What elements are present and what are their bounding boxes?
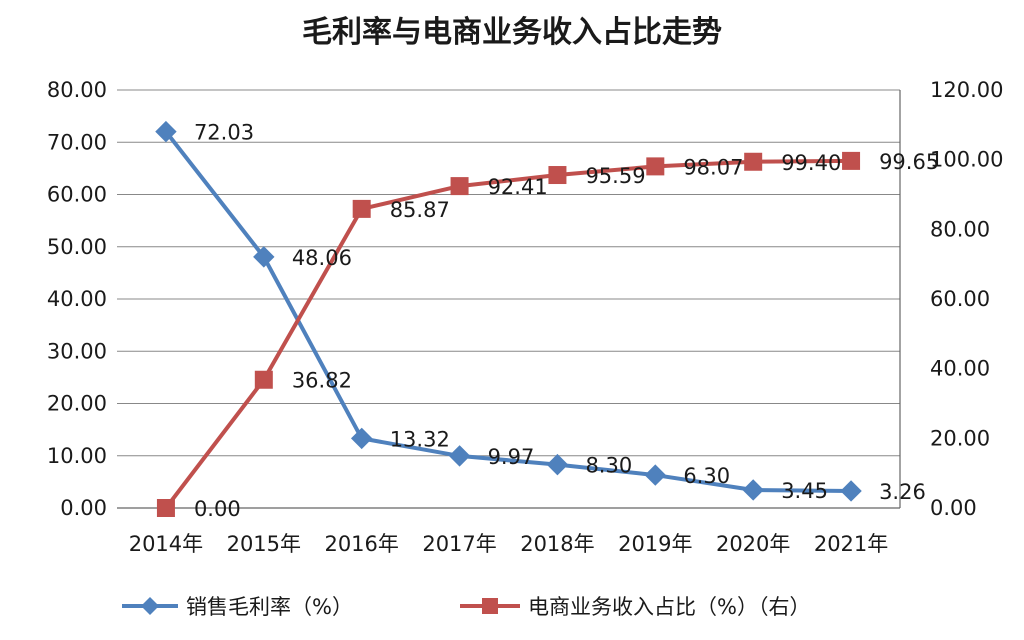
y-right-tick-label: 80.00 [930,217,990,241]
data-point-square [156,499,175,517]
data-label: 99.65 [879,150,939,174]
x-tick-label: 2019年 [618,532,692,556]
data-label: 3.45 [781,479,828,503]
data-label: 3.26 [879,480,926,504]
data-label: 72.03 [194,121,254,145]
chart-title: 毛利率与电商业务收入占比走势 [302,15,722,50]
data-point-diamond [546,453,569,476]
x-tick-label: 2015年 [227,532,301,556]
y-right-tick-label: 60.00 [930,287,990,311]
data-point-diamond [644,464,667,486]
series-line-1 [164,158,852,510]
data-point-square [352,199,371,218]
x-tick-label: 2016年 [324,532,398,556]
axes: 0.00 10.00 20.00 30.00 40.00 50.00 60.00 70.00 8… [47,78,1004,556]
data-point-diamond [350,427,373,450]
data-point-square [254,370,273,389]
data-label: 8.30 [585,454,632,478]
y-right-tick-label: 0.00 [930,496,977,520]
data-label: 98.07 [683,155,743,179]
y-left-tick-label: 60.00 [47,183,107,207]
y-right-tick-label: 40.00 [930,357,990,381]
data-point-square [450,177,469,196]
y-left-tick-label: 30.00 [47,339,107,363]
y-right-tick-label: 100.00 [930,148,1003,172]
x-tick-label: 2017年 [422,532,496,556]
data-labels: 72.03 48.06 13.32 9.97 8.30 6.30 3.45 3.26 0.00 3… [194,121,939,521]
data-label: 99.40 [781,151,841,175]
data-point-diamond [448,445,471,467]
data-label: 48.06 [292,246,352,270]
y-left-tick-label: 40.00 [47,287,107,311]
data-point-diamond [840,480,862,502]
x-tick-label: 2014年 [129,532,203,556]
y-left-tick-label: 70.00 [47,130,107,154]
data-point-diamond [155,120,177,143]
y-left-tick-label: 50.00 [47,235,107,259]
y-right-tick-label: 20.00 [930,426,990,450]
data-point-square [744,152,763,171]
data-point-diamond [742,479,764,501]
x-tick-label: 2018年 [520,532,594,556]
data-label: 0.00 [194,497,241,521]
y-left-tick-label: 10.00 [47,444,107,468]
legend-label: 销售毛利率（%） [186,595,353,619]
legend-label: 电商业务收入占比（%）（右） [528,595,810,619]
data-label: 13.32 [390,427,450,451]
legend-marker-square [482,598,498,614]
data-label: 36.82 [292,369,352,393]
data-point-diamond [253,246,275,268]
series-line-0 [164,130,852,493]
data-label: 85.87 [390,198,450,222]
data-point-square [548,166,567,185]
x-tick-label: 2021年 [814,532,888,556]
y-right-tick-label: 120.00 [930,78,1003,102]
data-label: 9.97 [488,445,535,469]
data-point-square [646,157,665,176]
data-label: 6.30 [683,464,730,488]
data-label: 92.41 [488,175,548,199]
series [155,120,862,517]
y-left-tick-label: 20.00 [47,392,107,416]
data-label: 95.59 [585,164,645,188]
x-tick-label: 2020年 [716,532,790,556]
y-left-tick-label: 0.00 [60,496,107,520]
y-left-tick-label: 80.00 [47,78,107,102]
data-point-square [842,151,861,170]
legend-marker-diamond [141,597,159,615]
legend: 销售毛利率（%） 电商业务收入占比（%）（右） [122,595,810,619]
